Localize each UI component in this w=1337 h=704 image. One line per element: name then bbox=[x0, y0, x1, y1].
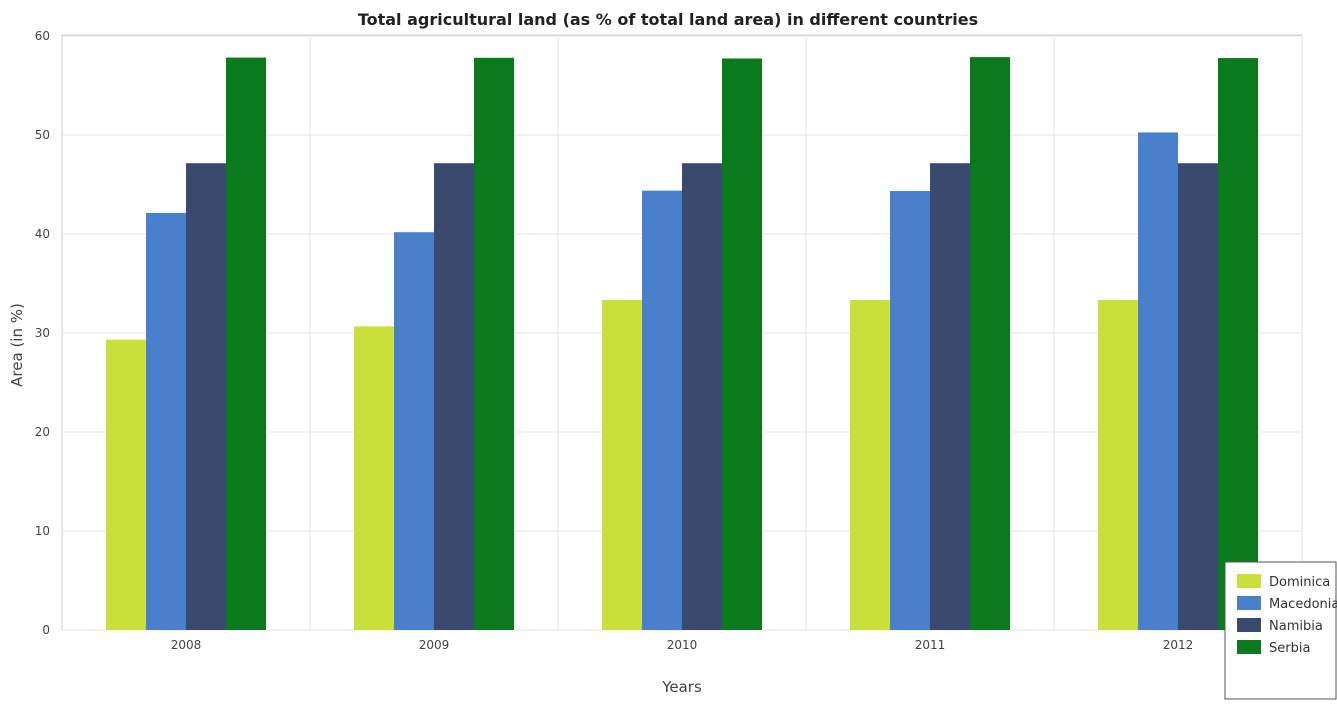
bar-macedonia bbox=[890, 191, 930, 630]
bar-dominica bbox=[1098, 300, 1138, 630]
bar-serbia bbox=[226, 57, 266, 630]
bars bbox=[106, 57, 1258, 631]
bar-dominica bbox=[602, 300, 642, 630]
bar-dominica bbox=[850, 300, 890, 630]
bar-macedonia bbox=[642, 190, 682, 630]
bar-serbia bbox=[1218, 58, 1258, 630]
bar-namibia bbox=[930, 163, 970, 630]
x-tick-label: 2011 bbox=[915, 638, 946, 652]
x-tick-label: 2012 bbox=[1163, 638, 1194, 652]
legend-label: Serbia bbox=[1269, 641, 1310, 656]
bar-macedonia bbox=[146, 212, 186, 630]
x-axis-title: Years bbox=[661, 678, 702, 696]
legend-label: Dominica bbox=[1269, 575, 1330, 590]
legend: Dominica Macedonia Namibia Serbia bbox=[1224, 561, 1337, 700]
bar-macedonia bbox=[1138, 132, 1178, 630]
bar-namibia bbox=[682, 163, 722, 630]
bar-serbia bbox=[970, 57, 1010, 631]
legend-label: Namibia bbox=[1269, 619, 1323, 634]
legend-swatch bbox=[1237, 596, 1261, 610]
bar-serbia bbox=[722, 58, 762, 630]
chart-title: Total agricultural land (as % of total l… bbox=[358, 10, 978, 29]
y-tick-label: 10 bbox=[35, 524, 50, 538]
y-tick-label: 20 bbox=[35, 425, 50, 439]
legend-swatch bbox=[1237, 618, 1261, 632]
x-tick-label: 2010 bbox=[667, 638, 698, 652]
x-tick-label: 2008 bbox=[171, 638, 202, 652]
bar-dominica bbox=[106, 339, 146, 630]
legend-swatch bbox=[1237, 574, 1261, 588]
y-tick-label: 30 bbox=[35, 326, 50, 340]
bar-namibia bbox=[186, 163, 226, 630]
bar-namibia bbox=[434, 163, 474, 630]
y-tick-label: 60 bbox=[35, 29, 50, 43]
legend-swatch bbox=[1237, 640, 1261, 654]
y-tick-label: 0 bbox=[42, 623, 50, 637]
y-tick-label: 40 bbox=[35, 227, 50, 241]
x-tick-label: 2009 bbox=[419, 638, 450, 652]
y-tick-label: 50 bbox=[35, 128, 50, 142]
bar-namibia bbox=[1178, 163, 1218, 630]
axes: 0 10 20 30 40 50 60 2008 2009 2010 2011 2012 bbox=[35, 29, 1194, 652]
bar-serbia bbox=[474, 57, 514, 630]
bar-macedonia bbox=[394, 232, 434, 630]
legend-label: Macedonia bbox=[1269, 597, 1337, 612]
bar-dominica bbox=[354, 326, 394, 630]
y-axis-title: Area (in %) bbox=[8, 303, 26, 387]
